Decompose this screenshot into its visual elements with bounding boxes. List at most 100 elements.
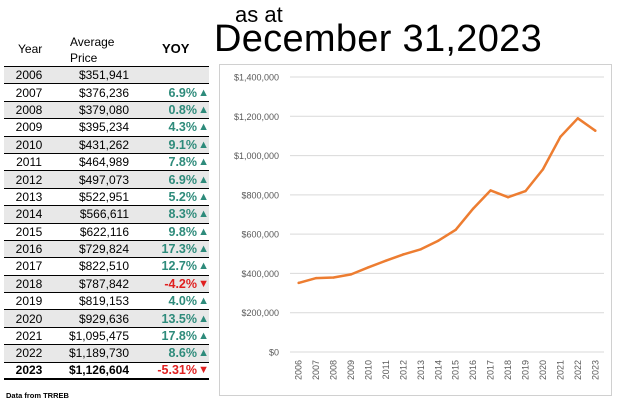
row-year: 2017 — [15, 259, 43, 274]
table-row: 2008 $379,080 0.8% ▲ — [4, 101, 209, 120]
up-arrow-icon: ▲ — [198, 121, 209, 134]
table-row: 2020 $929,636 13.5% ▲ — [4, 310, 209, 328]
up-arrow-icon: ▲ — [198, 225, 209, 238]
chart-panel: $0 $200,000 $400,000 $600,000 $800,000 $1,000… — [219, 64, 612, 396]
row-yoy: 13.5% — [161, 311, 197, 326]
x-tick-label: 2015 — [451, 360, 461, 380]
x-tick-label: 2019 — [521, 360, 531, 380]
data-point — [402, 253, 405, 256]
row-price: $1,095,475 — [68, 329, 129, 344]
data-point — [489, 189, 492, 192]
row-yoy: 7.8% — [168, 155, 198, 170]
row-price: $431,262 — [78, 137, 129, 152]
row-price: $1,189,730 — [68, 346, 129, 361]
row-price: $522,951 — [78, 189, 129, 204]
y-tick-label: $200,000 — [241, 308, 279, 318]
up-arrow-icon: ▲ — [198, 156, 209, 169]
row-year: 2019 — [15, 294, 43, 309]
row-year: 2016 — [15, 242, 43, 257]
up-arrow-icon: ▲ — [198, 243, 209, 256]
data-point — [437, 239, 440, 242]
table-row: 2017 $822,510 12.7% ▲ — [4, 258, 209, 276]
y-tick-label: $1,400,000 — [234, 73, 279, 83]
as-at-label: as at — [235, 2, 283, 27]
table-row: 2009 $395,234 4.3% ▲ — [4, 119, 209, 137]
row-year: 2014 — [15, 207, 43, 222]
price-table: 2006 $351,941 2007 $376,236 6.9% ▲ 2008 $379,08… — [4, 66, 209, 381]
year-header: Year — [18, 42, 43, 56]
table-row: 2022 $1,189,730 8.6% ▲ — [4, 345, 209, 363]
row-yoy: 9.1% — [168, 137, 198, 152]
row-year: 2007 — [15, 85, 43, 100]
yoy-header: YOY — [162, 41, 190, 56]
row-price: $787,842 — [78, 276, 129, 291]
y-tick-label: $1,200,000 — [234, 112, 279, 122]
row-yoy: 17.8% — [161, 329, 197, 344]
table-row: 2015 $622,116 9.8% ▲ — [4, 224, 209, 241]
row-price: $376,236 — [78, 85, 129, 100]
row-yoy: -4.2% — [164, 276, 197, 291]
row-price: $395,234 — [78, 120, 129, 135]
row-price: $379,080 — [78, 102, 129, 117]
down-arrow-icon: ▼ — [198, 364, 209, 377]
x-tick-label: 2018 — [503, 360, 513, 380]
down-arrow-icon: ▼ — [198, 277, 209, 290]
up-arrow-icon: ▲ — [198, 347, 209, 360]
x-tick-label: 2008 — [329, 360, 339, 380]
table-row: 2011 $464,989 7.8% ▲ — [4, 154, 209, 172]
y-tick-label: $600,000 — [241, 230, 279, 240]
up-arrow-icon: ▲ — [198, 190, 209, 203]
row-yoy: 17.3% — [161, 242, 197, 257]
data-point — [541, 168, 545, 171]
x-tick-label: 2013 — [416, 360, 426, 380]
table-row: 2013 $522,951 5.2% ▲ — [4, 189, 209, 207]
data-point — [594, 129, 597, 132]
row-year: 2015 — [15, 224, 43, 239]
row-year: 2021 — [15, 329, 43, 344]
data-point — [314, 276, 318, 280]
up-arrow-icon: ▲ — [198, 208, 209, 221]
row-year: 2013 — [15, 189, 43, 204]
x-tick-label: 2023 — [590, 360, 600, 380]
up-arrow-icon: ▲ — [198, 295, 209, 308]
x-tick-label: 2017 — [486, 360, 496, 380]
row-price: $819,153 — [78, 294, 129, 309]
row-year: 2020 — [15, 311, 43, 326]
row-yoy: 9.8% — [168, 224, 198, 239]
row-year: 2010 — [15, 137, 43, 152]
row-year: 2012 — [15, 172, 43, 187]
y-tick-label: $1,000,000 — [234, 151, 279, 161]
page-title: December 31,2023 — [214, 18, 543, 60]
row-yoy: 8.3% — [168, 207, 198, 222]
y-tick-label: $0 — [269, 348, 279, 358]
row-price: $929,636 — [78, 311, 129, 326]
row-yoy: 4.3% — [168, 120, 198, 135]
row-yoy: -5.31% — [157, 363, 197, 378]
table-row: 2007 $376,236 6.9% ▲ — [4, 84, 209, 102]
up-arrow-icon: ▲ — [198, 86, 209, 99]
row-yoy: 4.0% — [168, 294, 198, 309]
up-arrow-icon: ▲ — [198, 330, 209, 343]
row-year: 2009 — [15, 120, 43, 135]
x-tick-label: 2010 — [364, 360, 374, 380]
row-price: $566,611 — [79, 207, 129, 222]
row-price: $1,126,604 — [68, 363, 129, 378]
up-arrow-icon: ▲ — [198, 138, 209, 151]
row-price: $464,989 — [78, 155, 129, 170]
data-point — [384, 259, 388, 262]
table-row: 2018 $787,842 -4.2% ▼ — [4, 275, 209, 294]
x-tick-label: 2007 — [311, 360, 321, 380]
average-price-header: Average Price — [70, 34, 114, 66]
data-point — [524, 189, 527, 193]
row-yoy: 6.9% — [168, 172, 198, 187]
source-note: Data from TRREB — [6, 391, 69, 400]
row-year: 2023 — [15, 363, 43, 378]
data-point — [454, 228, 457, 231]
row-yoy: 6.9% — [168, 85, 198, 100]
row-yoy: 8.6% — [168, 346, 198, 361]
table-row: 2012 $497,073 6.9% ▲ — [4, 171, 209, 189]
table-row: 2019 $819,153 4.0% ▲ — [4, 293, 209, 311]
series-line-average-price — [297, 117, 597, 285]
up-arrow-icon: ▲ — [198, 260, 209, 273]
x-tick-label: 2012 — [398, 360, 408, 380]
